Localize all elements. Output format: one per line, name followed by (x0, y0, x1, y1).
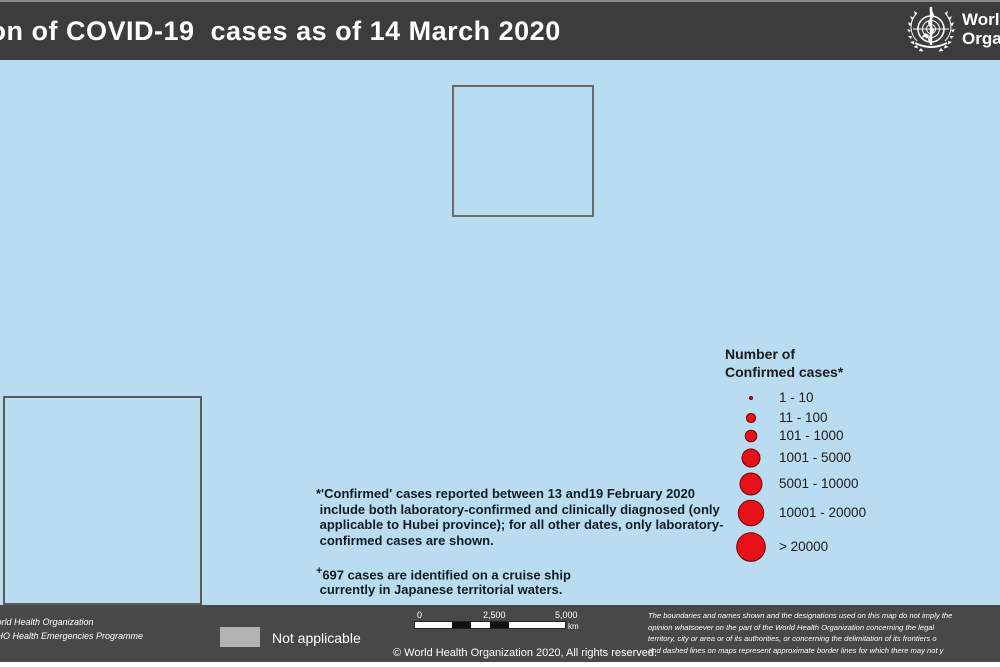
svg-text:1 - 10: 1 - 10 (779, 390, 814, 405)
svg-text:10001 - 20000: 10001 - 20000 (779, 505, 866, 520)
svg-text:> 20000: > 20000 (779, 539, 828, 554)
svg-text:11 - 100: 11 - 100 (779, 410, 828, 425)
svg-text:5001 - 10000: 5001 - 10000 (779, 476, 859, 491)
svg-text:101 - 1000: 101 - 1000 (779, 428, 844, 443)
svg-text:1001 - 5000: 1001 - 5000 (779, 450, 851, 465)
